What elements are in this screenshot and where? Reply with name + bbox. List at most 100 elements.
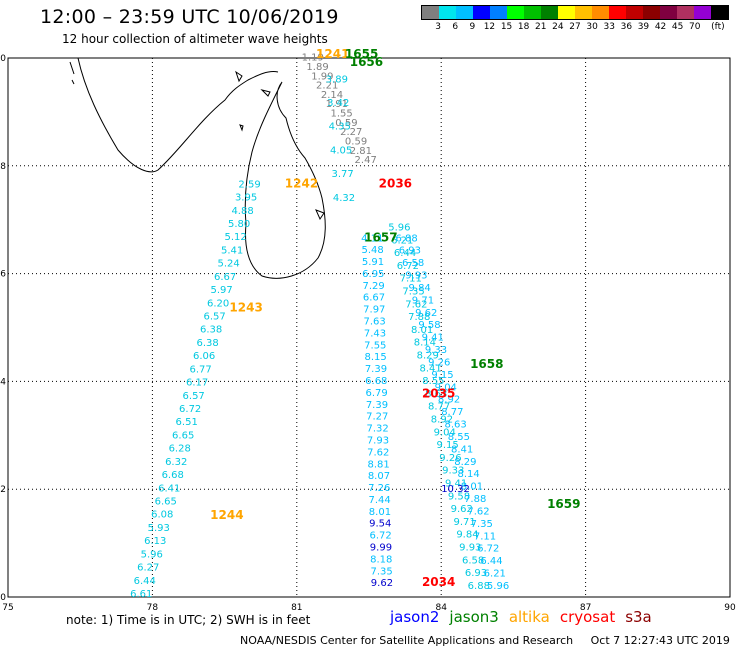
colorbar-cell [660,6,677,19]
streak-swh-value: 9.41 [445,479,467,490]
north-swh-value: 1.91 [326,99,348,110]
mid-swh-value: 8.01 [369,507,391,518]
colorbar-cell [541,6,558,19]
altika-swh-value: 6.57 [183,391,205,402]
streak-swh-value: 9.93 [405,271,427,282]
streak-swh-value: 7.35 [471,519,493,530]
altika-swh-value: 6.65 [172,430,194,441]
map-note: note: 1) Time is in UTC; 2) SWH is in fe… [66,613,311,627]
pass-time-label: 1655 [345,47,378,61]
streak-swh-value: 9.93 [459,543,481,554]
colorbar-label: (ft) [711,22,725,32]
altika-swh-value: 5.24 [217,259,239,270]
mid-swh-value: 6.79 [365,388,387,399]
streak-swh-value: 9.58 [418,320,440,331]
streak-swh-value: 8.92 [438,395,460,406]
streak-swh-value: 9.33 [442,466,464,477]
colorbar-label: 18 [517,22,530,32]
east-swh-value: 10.32 [441,484,470,495]
streak-swh-value: 9.15 [436,440,458,451]
altika-swh-value: 5.12 [224,232,246,243]
colorbar-label: 42 [654,22,667,32]
pass-time-label: 1659 [547,497,580,511]
colorbar-cell [677,6,694,19]
lat-tick-label: 0 [0,593,6,603]
altika-swh-value: 6.65 [155,497,177,508]
colorbar-cell [473,6,490,19]
colorbar-cell [524,6,541,19]
mid-swh-value: 9.54 [369,519,391,530]
mid-swh-value: 7.44 [368,495,390,506]
streak-swh-value: 7.88 [408,312,430,323]
colorbar-cell [439,6,456,19]
altika-swh-value: 6.38 [197,338,219,349]
map-subtitle: 12 hour collection of altimeter wave hei… [62,32,328,46]
map-footer: NOAA/NESDIS Center for Satellite Applica… [240,634,740,647]
altika-swh-value: 6.06 [193,351,215,362]
colorbar-label: 36 [620,22,633,32]
streak-swh-value: 6.58 [402,258,424,269]
altika-swh-value: 6.28 [169,444,191,455]
colorbar-label: 70 [689,22,701,32]
streak-swh-value: 9.04 [435,382,457,393]
streak-swh-value: 8.41 [451,444,473,455]
mid-swh-value: 9.99 [370,543,392,554]
altika-swh-value: 6.41 [158,483,180,494]
north-swh-value: 1.99 [311,71,333,82]
colorbar-cell [626,6,643,19]
streak-swh-value: 8.01 [461,482,483,493]
streak-swh-value: 8.01 [411,325,433,336]
streak-swh-value: 8.55 [448,432,470,443]
mid-swh-value: 6.95 [362,269,384,280]
streak-swh-value: 8.29 [417,350,439,361]
streak-swh-value: 6.88 [395,233,417,244]
altika-swh-value: 5.93 [148,523,170,534]
streak-swh-value: 9.62 [451,504,473,515]
mid-swh-value: 7.32 [366,424,388,435]
north-swh-value: 2.21 [316,81,338,92]
streak-swh-value: 6.88 [468,581,490,592]
island-bits [69,61,325,221]
pass-time-label: 1243 [229,300,262,314]
india-coastline [77,57,279,173]
pass-time-label: 1242 [285,176,318,190]
streak-swh-value: 9.33 [425,345,447,356]
streak-swh-value: 9.58 [448,491,470,502]
mid-swh-value: 7.93 [367,435,389,446]
streak-swh-value: 5.96 [487,581,509,592]
colorbar-label: 15 [500,22,513,32]
mid-swh-value: 7.39 [366,400,388,411]
altika-swh-value: 6.32 [165,457,187,468]
altika-swh-value: 5.41 [221,245,243,256]
north-swh-value: 0.59 [335,118,357,129]
jason3-swh-value: 3.42 [327,98,349,109]
north-swh-value: 1.19 [302,53,324,64]
colorbar-cell [711,6,728,19]
streak-swh-value: 7.62 [467,506,489,517]
streak-swh-value: 8.55 [422,376,444,387]
legend-s3a: s3a [625,608,652,626]
colorbar-label: 24 [552,22,564,32]
streak-swh-value: 6.21 [484,568,506,579]
colorbar-label: 27 [569,22,581,32]
altimeter-tracks: 2.59 3.95 4.88 5.80 5.12 5.41 5.24 6.67 5.97 6.20… [130,53,509,600]
streak-swh-value: 9.15 [431,370,453,381]
mid-swh-value: 5.91 [362,257,384,268]
altika-swh-value: 6.51 [176,417,198,428]
mid-swh-value: 7.43 [364,328,386,339]
altika-swh-value: 6.61 [130,589,152,600]
altika-swh-value: 6.72 [179,404,201,415]
colorbar-cell [422,6,439,19]
pass-time-label: 1244 [210,508,243,522]
lat-lon-grid: 75 78 81 84 87 90 10 8 6 4 2 0 [0,54,736,613]
colorbar-cell [592,6,609,19]
satellite-legend: jason2 jason3 altika cryosat s3a [390,608,662,626]
legend-jason2: jason2 [390,608,440,626]
lon-tick-label: 87 [580,603,591,613]
mid-swh-value: 9.62 [371,578,393,589]
mid-swh-value: 7.63 [363,317,385,328]
pass-time-label: 1658 [470,357,503,371]
lon-tick-label: 75 [2,603,13,613]
